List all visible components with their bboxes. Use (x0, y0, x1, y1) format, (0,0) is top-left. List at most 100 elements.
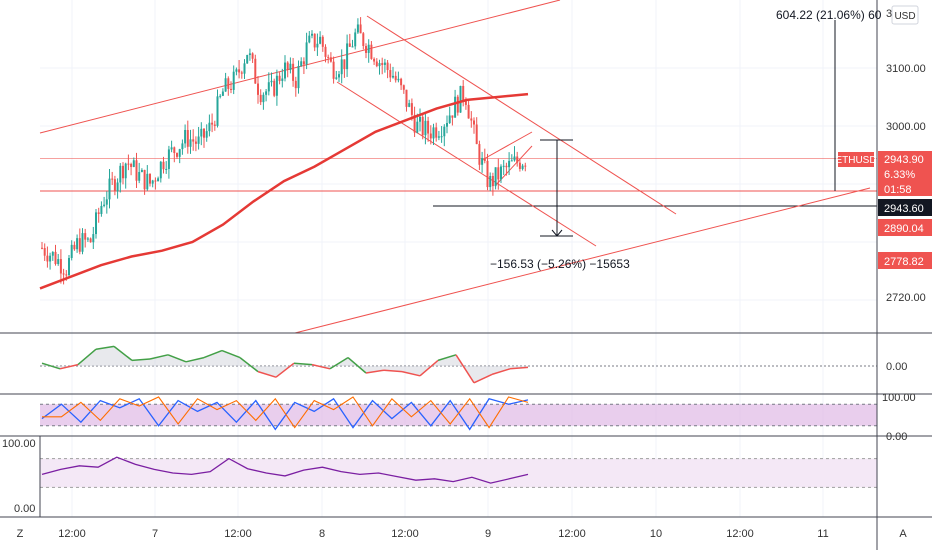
candle-body (478, 144, 481, 165)
candle-body (521, 165, 524, 169)
candle-body (440, 136, 443, 138)
candle-body (500, 166, 502, 180)
candle-body (197, 136, 200, 144)
candle-body (230, 88, 232, 90)
osc1-line-segment (167, 354, 187, 363)
oscillator-pane-1[interactable] (40, 345, 877, 384)
candle-body (327, 56, 330, 58)
downtrend-channel-upper (366, 15, 677, 215)
candle-body (224, 78, 227, 92)
candle-body (429, 133, 432, 139)
osc1-line-segment (365, 369, 385, 374)
candle-body (386, 62, 389, 71)
candle-body (194, 141, 197, 144)
candle-body (294, 80, 297, 89)
candle-body (300, 61, 303, 66)
candle-body (505, 165, 508, 168)
osc1-line-segment (113, 345, 133, 361)
candle-body (257, 83, 259, 95)
candle-body (335, 77, 338, 79)
candle-body (203, 128, 205, 138)
candle-body (86, 238, 89, 240)
candle-body (400, 78, 403, 86)
auto-scale-button[interactable]: A (899, 528, 907, 540)
candle-body (122, 165, 124, 179)
candle-body (375, 61, 378, 67)
candle-body (329, 57, 332, 62)
candle-body (354, 32, 357, 47)
candle-body (419, 116, 421, 122)
osc1-line-segment (293, 362, 313, 366)
candle-body (437, 136, 440, 138)
candle-body (68, 257, 70, 276)
candle-body (167, 149, 170, 169)
candle-body (159, 161, 162, 179)
candle-body (246, 55, 249, 64)
candle-body (351, 46, 354, 48)
time-axis[interactable]: Z A 12:00 7 12:00 8 12:00 9 12:00 10 12:00 11 (17, 528, 908, 540)
osc2-d-line (42, 396, 529, 429)
time-tick-label: 12:00 (391, 528, 419, 540)
candle-body (243, 63, 246, 74)
candle-body (451, 115, 454, 118)
candle-body (497, 167, 500, 180)
osc2-bottom-label: 0.00 (886, 431, 907, 443)
measure-down-label: −156.53 (−5.26%) −15653 (490, 257, 630, 271)
candle-body (356, 24, 359, 33)
osc1-line-segment (329, 356, 349, 370)
candle-body (284, 62, 286, 79)
crosshair-price-tag: 2943.60 (878, 199, 932, 216)
osc2-top-label: 100.00 (882, 392, 916, 404)
osc1-line-segment (419, 359, 439, 377)
candle-body (483, 157, 486, 161)
oscillator-pane-3[interactable] (40, 456, 877, 488)
time-tick-label: 11 (817, 528, 828, 540)
osc1-zero-label: 0.00 (886, 361, 907, 373)
candle-body (392, 75, 394, 78)
candle-body (143, 169, 146, 190)
candle-body (367, 44, 370, 53)
oscillator-pane-2[interactable] (40, 396, 877, 431)
candle-body (227, 78, 230, 89)
osc1-line-segment (473, 373, 493, 384)
osc1-line-segment (149, 354, 169, 360)
candle-body (162, 161, 165, 170)
osc1-line-segment (383, 369, 403, 373)
currency-button[interactable]: USD (891, 5, 919, 25)
candle-body (173, 147, 176, 154)
candle-body (394, 75, 397, 81)
osc1-line-segment (95, 345, 115, 350)
osc1-line-segment (203, 349, 223, 359)
candle-body (513, 156, 516, 161)
candle-body (446, 122, 448, 127)
osc3-line (41, 456, 529, 484)
candle-body (81, 233, 84, 252)
candle-body (459, 85, 462, 113)
candle-body (254, 58, 257, 84)
candle-body (165, 168, 168, 170)
candle-body (410, 103, 413, 115)
candle-body (305, 42, 308, 65)
time-tick-label: 12:00 (224, 528, 252, 540)
price-pane[interactable] (39, 0, 877, 334)
candle-body (292, 63, 295, 81)
candle-body (111, 178, 114, 180)
timezone-button[interactable]: Z (17, 528, 24, 540)
time-tick-label: 7 (152, 528, 158, 540)
candle-body (92, 234, 95, 243)
grid (40, 0, 877, 517)
candle-body (154, 180, 157, 182)
candle-body (435, 127, 438, 138)
candle-body (65, 274, 68, 276)
candle-body (213, 124, 216, 126)
candle-body (51, 251, 54, 256)
time-tick-label: 12:00 (58, 528, 86, 540)
candle-body (57, 259, 60, 265)
candle-body (475, 124, 478, 145)
candle-body (397, 78, 400, 81)
candle-body (510, 160, 513, 162)
candle-body (208, 122, 211, 132)
candle-body (151, 180, 154, 184)
candle-body (49, 255, 52, 262)
